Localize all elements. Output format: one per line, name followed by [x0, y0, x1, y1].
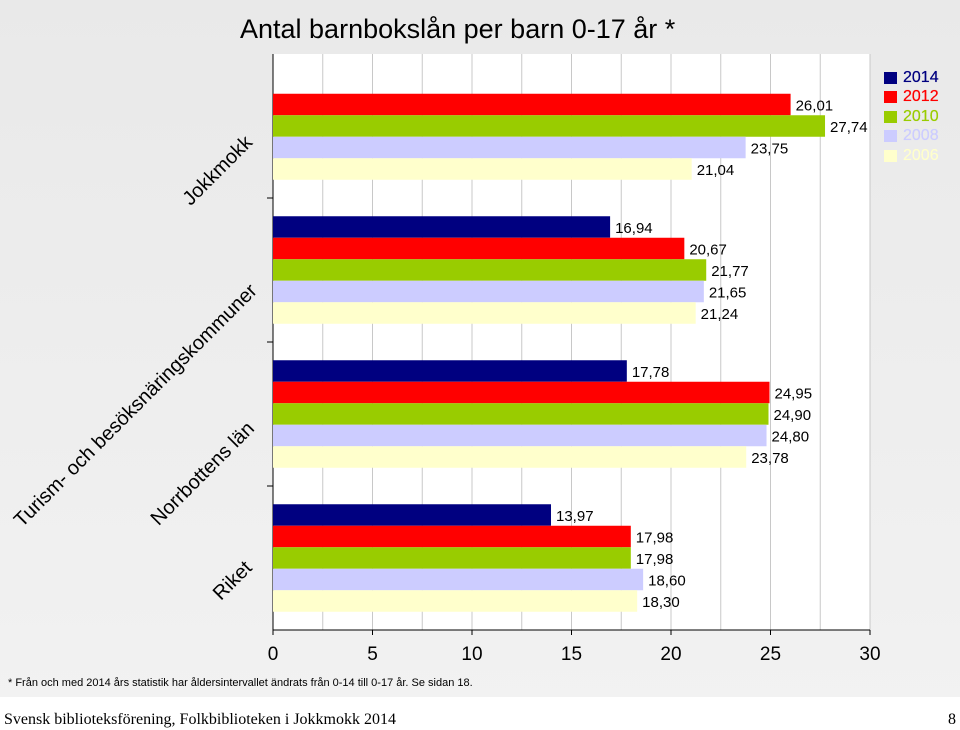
bar-2008 — [273, 136, 746, 159]
category-label: Turism- och besöksnäringskommuner — [10, 280, 262, 532]
category-label: Norrbottens län — [147, 418, 259, 530]
data-label: 13,97 — [556, 508, 594, 525]
page-number: 8 — [948, 711, 956, 728]
bar-2014 — [273, 360, 627, 382]
x-tick-label: 20 — [660, 644, 681, 665]
data-label: 18,60 — [648, 573, 686, 590]
data-label: 24,95 — [775, 386, 813, 403]
bar-2006 — [273, 302, 696, 324]
legend-item-2008: 2008 — [884, 127, 939, 147]
legend-swatch — [884, 110, 897, 123]
bar-2010 — [273, 115, 826, 137]
bar-2012 — [273, 237, 685, 260]
bar-2010 — [273, 547, 631, 569]
category-label: Jokkmokk — [179, 131, 258, 210]
bar-2008 — [273, 568, 644, 591]
bar-2012 — [273, 525, 631, 548]
category-label: Riket — [209, 557, 257, 605]
legend: 2014 2012 2010 2008 2006 — [884, 68, 939, 166]
legend-swatch — [884, 149, 897, 162]
legend-item-2012: 2012 — [884, 88, 939, 108]
x-tick-label: 15 — [561, 644, 582, 665]
data-label: 17,98 — [636, 530, 674, 547]
data-label: 17,98 — [636, 551, 674, 568]
legend-item-2014: 2014 — [884, 68, 939, 88]
data-label: 21,24 — [701, 306, 739, 323]
footer-bar — [0, 697, 960, 730]
legend-swatch — [884, 130, 897, 143]
bar-2014 — [273, 504, 552, 526]
footer-text: Svensk biblioteksförening, Folkbibliotek… — [4, 711, 396, 728]
bar-2006 — [273, 590, 638, 612]
legend-label: 2012 — [903, 88, 939, 106]
data-label: 27,74 — [830, 119, 868, 136]
legend-label: 2014 — [903, 68, 939, 86]
bar-2010 — [273, 403, 769, 425]
data-label: 21,65 — [709, 285, 747, 302]
data-label: 20,67 — [689, 242, 727, 259]
bar-2010 — [273, 259, 707, 281]
data-label: 16,94 — [615, 220, 653, 237]
x-tick-label: 10 — [461, 644, 482, 665]
data-label: 17,78 — [632, 364, 670, 381]
bar-2012 — [273, 93, 791, 116]
data-label: 21,04 — [697, 162, 735, 179]
bar-2012 — [273, 381, 770, 404]
data-label: 23,78 — [751, 450, 789, 467]
legend-item-2010: 2010 — [884, 107, 939, 127]
legend-label: 2010 — [903, 107, 939, 125]
data-label: 21,77 — [711, 263, 749, 280]
data-label: 23,75 — [751, 141, 789, 158]
bar-2006 — [273, 158, 692, 180]
bar-2008 — [273, 280, 704, 303]
legend-item-2006: 2006 — [884, 146, 939, 166]
legend-swatch — [884, 71, 897, 84]
footnote: * Från och med 2014 års statistik har ål… — [8, 677, 473, 689]
legend-label: 2006 — [903, 146, 939, 164]
legend-swatch — [884, 91, 897, 104]
data-label: 24,80 — [772, 429, 810, 446]
data-label: 18,30 — [642, 594, 680, 611]
x-tick-label: 25 — [760, 644, 781, 665]
bar-chart: 0 5 10 15 20 25 30 26,01 27,74 23,75 21,04 16,94 20,… — [10, 54, 881, 665]
data-label: 26,01 — [796, 98, 834, 115]
bar-2006 — [273, 446, 747, 468]
chart-title: Antal barnbokslån per barn 0-17 år * — [240, 14, 676, 44]
x-tick-label: 0 — [268, 644, 279, 665]
legend-label: 2008 — [903, 127, 939, 145]
x-tick-label: 30 — [859, 644, 880, 665]
x-tick-label: 5 — [367, 644, 378, 665]
data-label: 24,90 — [774, 407, 812, 424]
bar-2014 — [273, 216, 611, 238]
bar-2008 — [273, 424, 767, 447]
